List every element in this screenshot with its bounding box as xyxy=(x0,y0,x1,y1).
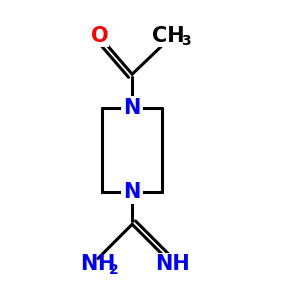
Text: 3: 3 xyxy=(182,34,191,48)
Text: NH: NH xyxy=(155,254,190,274)
Text: N: N xyxy=(80,254,98,274)
Text: N: N xyxy=(124,98,141,118)
Text: N: N xyxy=(124,182,141,202)
Text: CH: CH xyxy=(152,26,184,46)
Text: 2: 2 xyxy=(109,263,119,277)
Text: O: O xyxy=(91,26,108,46)
Text: H: H xyxy=(97,254,114,274)
